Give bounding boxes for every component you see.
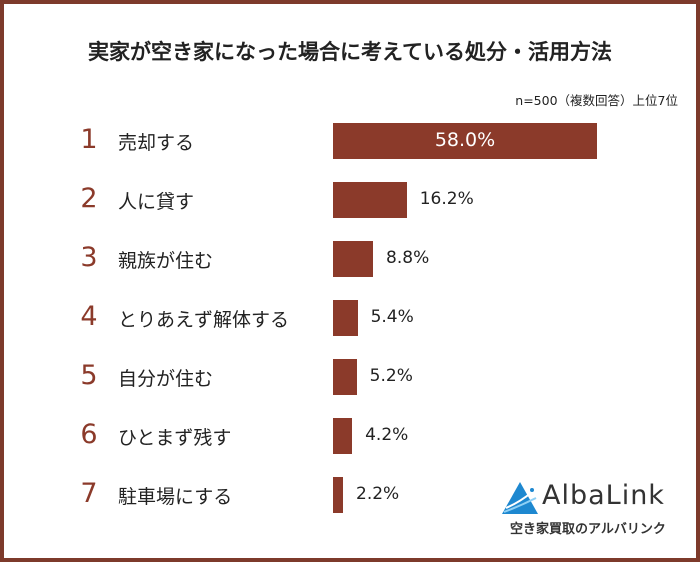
value-label: 2.2% — [356, 484, 400, 504]
bar — [333, 123, 597, 159]
bar — [333, 241, 374, 277]
category-label: 親族が住む — [118, 250, 214, 272]
bar — [333, 182, 407, 218]
albalink-logo: AlbaLink 空き家買取のアルバリンク — [500, 480, 690, 540]
value-label: 5.4% — [370, 307, 414, 327]
rank-number: 1 — [80, 124, 98, 155]
logo-brand: AlbaLink — [542, 480, 665, 511]
value-label: 58.0% — [434, 129, 496, 151]
rank-number: 6 — [80, 419, 98, 450]
rank-number: 2 — [80, 183, 98, 214]
category-label: 自分が住む — [118, 368, 214, 390]
category-label: 売却する — [118, 132, 195, 154]
chart-title: 実家が空き家になった場合に考えている処分・活用方法 — [88, 40, 612, 64]
bar — [333, 359, 357, 395]
rank-number: 5 — [80, 360, 98, 391]
rank-number: 4 — [80, 301, 98, 332]
bar — [333, 418, 353, 454]
logo-tagline: 空き家買取のアルバリンク — [510, 522, 666, 537]
value-label: 16.2% — [419, 189, 474, 209]
category-label: 人に貸す — [118, 191, 195, 213]
value-label: 4.2% — [365, 425, 409, 445]
value-label: 5.2% — [369, 366, 413, 386]
bar — [333, 477, 343, 513]
logo-triangle-icon — [502, 482, 538, 514]
value-label: 8.8% — [386, 248, 430, 268]
rank-number: 3 — [80, 242, 98, 273]
category-label: ひとまず残す — [118, 427, 232, 449]
category-label: 駐車場にする — [118, 486, 233, 508]
sample-note: n=500（複数回答）上位7位 — [515, 93, 678, 108]
rank-number: 7 — [80, 478, 98, 509]
bar — [333, 300, 358, 336]
category-label: とりあえず解体する — [118, 309, 290, 331]
